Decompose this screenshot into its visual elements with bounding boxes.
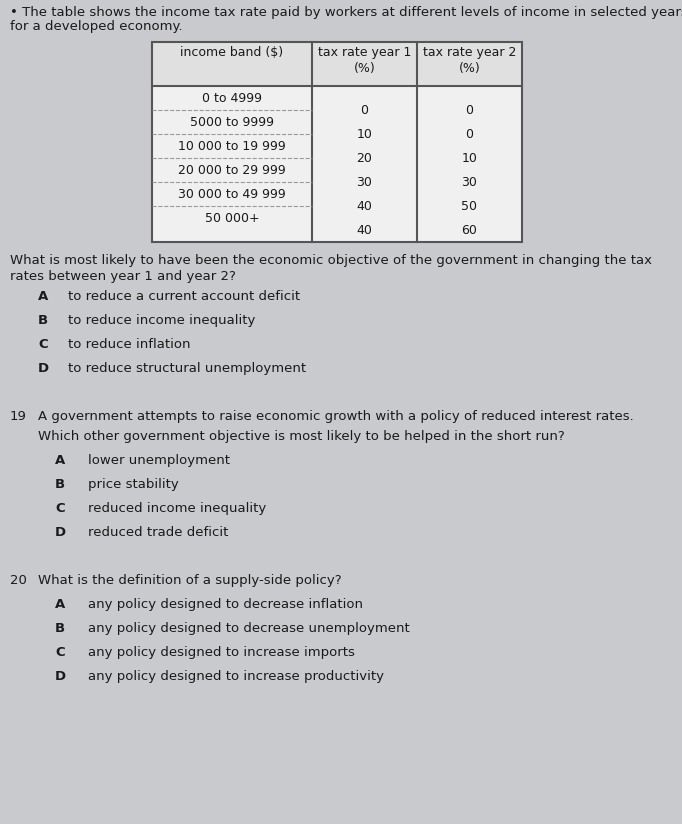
Text: any policy designed to decrease unemployment: any policy designed to decrease unemploy… [88,622,410,635]
Text: 0: 0 [466,104,473,116]
Text: 5000 to 9999: 5000 to 9999 [190,115,274,129]
Text: 60: 60 [462,223,477,236]
Text: 0: 0 [361,104,368,116]
Text: B: B [55,478,65,491]
Text: D: D [55,670,66,683]
Text: • The table shows the income tax rate paid by workers at different levels of inc: • The table shows the income tax rate pa… [10,6,682,19]
Text: to reduce a current account deficit: to reduce a current account deficit [68,290,300,303]
Text: B: B [55,622,65,635]
Text: to reduce structural unemployment: to reduce structural unemployment [68,362,306,375]
Text: A: A [55,454,65,467]
Bar [152,42,522,242]
Bar [152,42,522,86]
Text: A: A [55,598,65,611]
Text: to reduce income inequality: to reduce income inequality [68,314,255,327]
Text: 0 to 4999: 0 to 4999 [202,91,262,105]
Text: 50 000+: 50 000+ [205,212,259,224]
Text: 40: 40 [357,199,372,213]
Text: tax rate year 1
(%): tax rate year 1 (%) [318,46,411,75]
Text: reduced income inequality: reduced income inequality [88,502,266,515]
Text: 10: 10 [357,128,372,141]
Text: lower unemployment: lower unemployment [88,454,230,467]
Text: 30 000 to 49 999: 30 000 to 49 999 [178,188,286,200]
Bar [152,42,522,242]
Text: any policy designed to increase productivity: any policy designed to increase producti… [88,670,384,683]
Text: tax rate year 2
(%): tax rate year 2 (%) [423,46,516,75]
Text: 30: 30 [462,176,477,189]
Text: C: C [38,338,48,351]
Text: any policy designed to decrease inflation: any policy designed to decrease inflatio… [88,598,363,611]
Text: C: C [55,502,65,515]
Text: D: D [55,526,66,539]
Text: income band ($): income band ($) [181,46,284,59]
Text: 0: 0 [466,128,473,141]
Text: 20: 20 [10,574,27,587]
Text: B: B [38,314,48,327]
Text: 19: 19 [10,410,27,423]
Text: 10: 10 [462,152,477,165]
Text: Which other government objective is most likely to be helped in the short run?: Which other government objective is most… [38,430,565,443]
Text: reduced trade deficit: reduced trade deficit [88,526,228,539]
Text: to reduce inflation: to reduce inflation [68,338,190,351]
Text: 30: 30 [357,176,372,189]
Text: 50: 50 [462,199,477,213]
Text: 10 000 to 19 999: 10 000 to 19 999 [178,139,286,152]
Text: What is the definition of a supply-side policy?: What is the definition of a supply-side … [38,574,342,587]
Text: 20 000 to 29 999: 20 000 to 29 999 [178,163,286,176]
Text: D: D [38,362,49,375]
Text: A government attempts to raise economic growth with a policy of reduced interest: A government attempts to raise economic … [38,410,634,423]
Text: C: C [55,646,65,659]
Text: any policy designed to increase imports: any policy designed to increase imports [88,646,355,659]
Text: A: A [38,290,48,303]
Text: 20: 20 [357,152,372,165]
Text: price stability: price stability [88,478,179,491]
Text: rates between year 1 and year 2?: rates between year 1 and year 2? [10,270,236,283]
Text: 40: 40 [357,223,372,236]
Text: for a developed economy.: for a developed economy. [10,20,183,33]
Text: What is most likely to have been the economic objective of the government in cha: What is most likely to have been the eco… [10,254,652,267]
